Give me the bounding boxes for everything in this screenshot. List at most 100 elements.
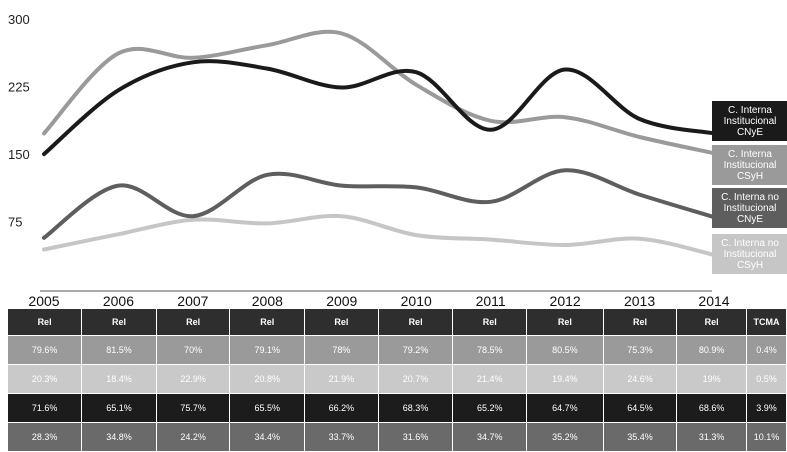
series-label-text: Institucional: [724, 203, 777, 214]
series-label-text: Institucional: [724, 116, 777, 127]
table-row: 20.3% 18.4% 22.9% 20.8% 21.9% 20.7% 21.4% 19.4%…: [8, 364, 787, 394]
series-label-text: CSyH: [737, 171, 763, 182]
table-cell: 34.8%: [81, 422, 157, 452]
table-header-cell: Rel: [229, 309, 306, 336]
x-tick-label: 2012: [550, 293, 581, 309]
table-header-cell: Rel: [81, 309, 157, 336]
table-cell: 80.5%: [526, 335, 604, 365]
series-label-text: Institucional: [724, 160, 777, 171]
series-label-box: [712, 188, 787, 228]
table-row: 71.6% 65.1% 75.7% 65.5% 66.2% 68.3% 65.2% 64.7%…: [8, 393, 787, 423]
table-cell: 78%: [304, 335, 379, 365]
table-cell: 20.7%: [378, 364, 454, 394]
table-cell: 64.7%: [526, 393, 604, 423]
table-cell: 65.1%: [81, 393, 157, 423]
table-cell: 18.4%: [81, 364, 157, 394]
table-cell: 35.2%: [526, 422, 604, 452]
series-line-1: [42, 29, 716, 156]
x-tick-label: 2008: [252, 293, 283, 309]
series-lines: [42, 29, 716, 257]
series-label-text: CNyE: [737, 127, 763, 138]
table-header-cell: Rel: [304, 309, 379, 336]
series-line-2: [42, 168, 716, 240]
series-line-0: [42, 59, 716, 157]
x-tick-label: 2009: [326, 293, 357, 309]
series-label-box: [712, 145, 787, 185]
series-line-3: [42, 213, 716, 257]
x-tick-label: 2013: [624, 293, 655, 309]
table-cell: 3.9%: [746, 393, 787, 423]
x-tick-label: 2010: [401, 293, 432, 309]
table-cell: 34.7%: [452, 422, 528, 452]
x-tick-label: 2005: [28, 293, 59, 309]
table-cell: 31.6%: [378, 422, 454, 452]
x-tick-label: 2014: [698, 293, 729, 309]
table-cell: 80.9%: [676, 335, 748, 365]
table-cell: 68.6%: [676, 393, 748, 423]
y-tick-label: 300: [8, 12, 30, 27]
table-cell: 68.3%: [378, 393, 454, 423]
table-cell: 79.6%: [8, 335, 83, 365]
series-label-box: [712, 101, 787, 141]
series-label-text: CNyE: [737, 214, 763, 225]
table-cell: 75.3%: [603, 335, 678, 365]
x-axis-ticks: 2005 2006 2007 2008 2009 2010 2011 2012 2013 2014: [28, 293, 729, 309]
table-cell: 21.4%: [452, 364, 528, 394]
table-cell: 66.2%: [304, 393, 379, 423]
table-row: 79.6% 81.5% 70% 79.1% 78% 79.2% 78.5% 80.5% 75.3…: [8, 335, 787, 365]
table-cell: 34.4%: [229, 422, 306, 452]
table-header-cell: Rel: [452, 309, 528, 336]
table-cell: 22.9%: [156, 364, 231, 394]
table-cell: 20.3%: [8, 364, 83, 394]
x-tick-label: 2006: [103, 293, 134, 309]
table-cell: 71.6%: [8, 393, 83, 423]
series-label-text: C. Interna no: [721, 192, 779, 203]
table-cell: 19%: [676, 364, 748, 394]
series-label-text: C. Interna no: [721, 238, 779, 249]
table-cell: 35.4%: [603, 422, 678, 452]
series-label-text: C. Interna: [728, 149, 772, 160]
table-cell: 33.7%: [304, 422, 379, 452]
table-header-cell: Rel: [603, 309, 678, 336]
table-cell: 31.3%: [676, 422, 748, 452]
table-cell: 28.3%: [8, 422, 83, 452]
table-header-cell: Rel: [676, 309, 748, 336]
table-cell: 21.9%: [304, 364, 379, 394]
table-cell: 0.4%: [746, 335, 787, 365]
table-cell: 65.2%: [452, 393, 528, 423]
table-cell: 24.2%: [156, 422, 231, 452]
table-header-cell: Rel: [378, 309, 454, 336]
table-cell: 20.8%: [229, 364, 306, 394]
series-label-text: CSyH: [737, 260, 763, 271]
series-label-text: Institucional: [724, 249, 777, 260]
table-cell: 79.2%: [378, 335, 454, 365]
y-tick-label: 225: [8, 80, 30, 95]
y-tick-label: 150: [8, 147, 30, 162]
table-cell: 79.1%: [229, 335, 306, 365]
table-cell: 81.5%: [81, 335, 157, 365]
table-cell: 65.5%: [229, 393, 306, 423]
table-cell: 10.1%: [746, 422, 787, 452]
table-cell: 70%: [156, 335, 231, 365]
table-cell: 24.6%: [603, 364, 678, 394]
table-header-row: Rel Rel Rel Rel Rel Rel Rel Rel Rel Rel TCMA: [8, 309, 787, 336]
table-cell: 64.5%: [603, 393, 678, 423]
table-cell: 78.5%: [452, 335, 528, 365]
table-header-cell: Rel: [8, 309, 83, 336]
table-header-cell: Rel: [526, 309, 604, 336]
series-label-text: C. Interna: [728, 105, 772, 116]
x-tick-label: 2011: [476, 293, 506, 309]
x-tick-label: 2007: [177, 293, 208, 309]
y-axis-ticks: 300 225 150 75: [8, 12, 30, 230]
table-cell: 75.7%: [156, 393, 231, 423]
y-tick-label: 75: [8, 215, 22, 230]
table-cell: 19.4%: [526, 364, 604, 394]
table-row: 28.3% 34.8% 24.2% 34.4% 33.7% 31.6% 34.7% 35.2%…: [8, 422, 787, 452]
table-header-cell: TCMA: [746, 309, 787, 336]
